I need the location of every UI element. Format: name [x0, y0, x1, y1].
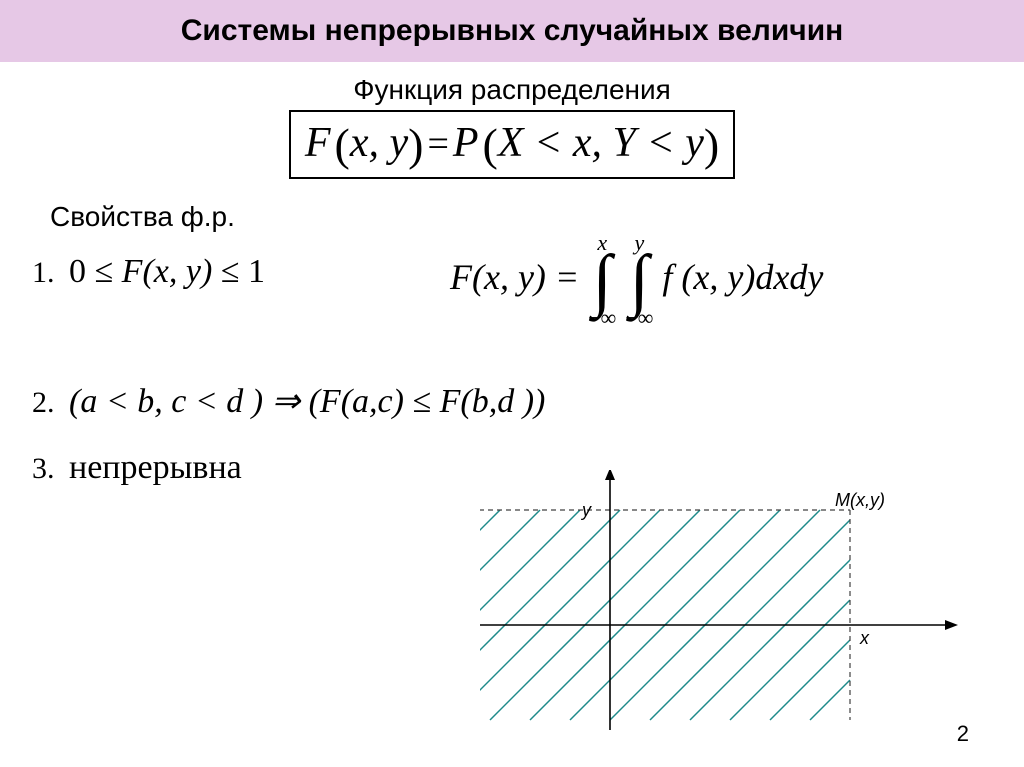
close-paren: )	[408, 119, 423, 170]
property-2: 2. (a < b, c < d ) ⇒ (F(a,c) ≤ F(b,d ))	[32, 381, 1024, 421]
region-diagram: y x M(x,y)	[480, 470, 960, 735]
y-axis-label: y	[582, 500, 591, 521]
integrand: f (x, y)dxdy	[662, 257, 823, 297]
integral-symbol-1: ∫	[593, 256, 612, 305]
integral-lhs: F(x, y) =	[450, 257, 588, 297]
prop1-a: 0 ≤	[69, 253, 122, 290]
prop1-d: ≤ 1	[212, 253, 265, 290]
prop2-text: (a < b, c < d ) ⇒ (F(a,c) ≤ F(b,d ))	[69, 383, 545, 420]
prop1-F: F	[122, 253, 143, 290]
prop3-num: 3.	[32, 452, 55, 485]
integral-formula: F(x, y) = x ∫ −∞ y ∫ −∞ f (x, y)dxdy	[450, 230, 823, 331]
prop1-args: (x, y)	[142, 253, 212, 290]
boxed-formula-wrap: F (x, y) = P (X < x, Y < y)	[0, 106, 1024, 179]
diagram-svg	[480, 470, 960, 730]
point-label: M(x,y)	[835, 490, 885, 511]
integral-2: y ∫ −∞	[625, 230, 653, 331]
close-paren-2: )	[704, 119, 719, 170]
integral-symbol-2: ∫	[630, 256, 649, 305]
formula-rhs-args: X < x, Y < y	[498, 120, 704, 166]
slide-title: Системы непрерывных случайных величин	[0, 0, 1024, 62]
x-axis-label: x	[860, 628, 869, 649]
prop3-text: непрерывна	[69, 449, 242, 486]
properties-label: Свойства ф.р.	[50, 201, 1024, 233]
prop1-num: 1.	[32, 256, 55, 289]
page-number: 2	[957, 721, 969, 747]
prop2-num: 2.	[32, 386, 55, 419]
open-paren: (	[334, 119, 349, 170]
integral-1: x ∫ −∞	[588, 230, 616, 331]
subtitle: Функция распределения	[0, 74, 1024, 106]
open-paren-2: (	[483, 119, 498, 170]
formula-lhs-args: x, y	[350, 120, 408, 166]
formula-eq: =	[427, 123, 448, 165]
formula-P: P	[453, 120, 479, 166]
formula-F: F	[305, 120, 331, 166]
boxed-formula: F (x, y) = P (X < x, Y < y)	[289, 110, 735, 179]
